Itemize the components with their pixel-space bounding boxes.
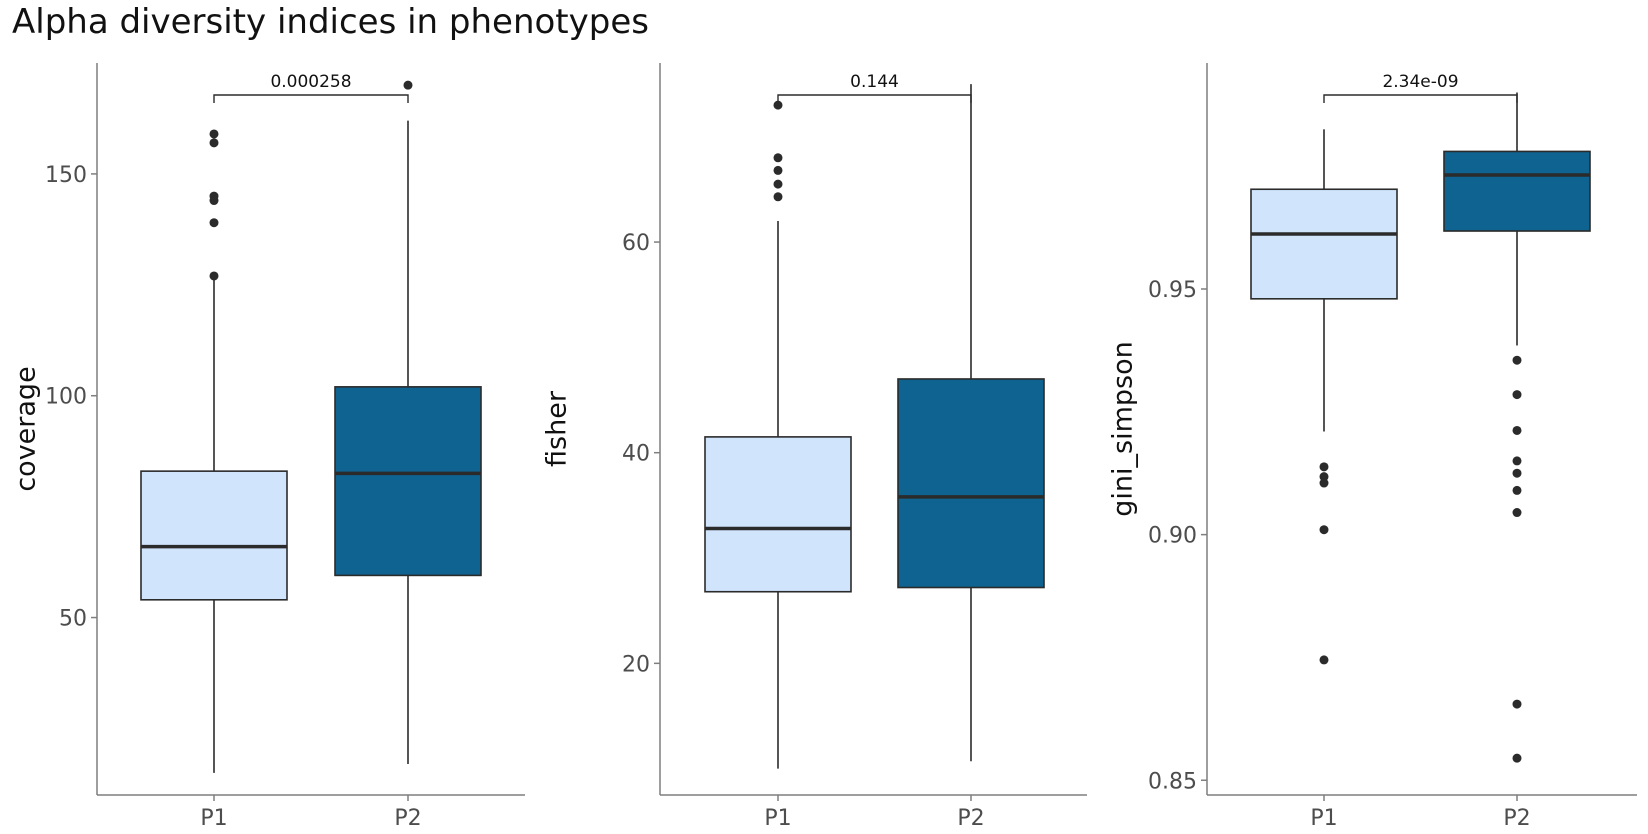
outlier-point bbox=[209, 196, 219, 206]
outlier-point bbox=[1319, 478, 1329, 488]
y-axis-title: fisher bbox=[542, 390, 573, 467]
x-tick-label: P1 bbox=[764, 806, 791, 831]
p-value-label: 0.144 bbox=[850, 72, 899, 92]
box-P1 bbox=[704, 100, 852, 769]
x-tick-label: P1 bbox=[200, 806, 227, 831]
y-tick-label: 50 bbox=[59, 607, 87, 632]
outlier-point bbox=[1512, 508, 1522, 518]
outlier-point bbox=[1319, 472, 1329, 482]
y-axis-title: gini_simpson bbox=[1108, 341, 1139, 516]
outlier-point bbox=[1512, 753, 1522, 763]
iqr-box bbox=[334, 386, 482, 577]
x-tick-label: P2 bbox=[394, 806, 421, 831]
iqr-box bbox=[140, 470, 288, 601]
outlier-point bbox=[1319, 462, 1329, 472]
box-P2 bbox=[897, 84, 1045, 762]
y-tick-label: 20 bbox=[622, 652, 650, 677]
outlier-point bbox=[403, 80, 413, 90]
y-tick-label: 0.95 bbox=[1148, 278, 1197, 303]
iqr-box bbox=[704, 436, 852, 593]
outlier-point bbox=[209, 129, 219, 139]
outlier-point bbox=[209, 138, 219, 148]
outlier-point bbox=[1512, 468, 1522, 478]
outlier-point bbox=[1512, 425, 1522, 435]
x-tick-label: P1 bbox=[1310, 806, 1337, 831]
box-P1 bbox=[1250, 129, 1398, 665]
y-tick-label: 60 bbox=[622, 231, 650, 256]
outlier-point bbox=[1319, 525, 1329, 535]
x-tick-label: P2 bbox=[957, 806, 984, 831]
box-P2 bbox=[334, 80, 482, 764]
outlier-point bbox=[209, 271, 219, 281]
outlier-point bbox=[1319, 655, 1329, 665]
outlier-point bbox=[1512, 355, 1522, 365]
outlier-point bbox=[773, 179, 783, 189]
figure-title: Alpha diversity indices in phenotypes bbox=[12, 2, 649, 42]
outlier-point bbox=[773, 153, 783, 163]
outlier-point bbox=[1512, 456, 1522, 466]
iqr-box bbox=[1250, 188, 1398, 300]
p-value-label: 2.34e-09 bbox=[1382, 72, 1458, 92]
outlier-point bbox=[773, 165, 783, 175]
significance-bracket bbox=[777, 94, 972, 103]
iqr-box bbox=[897, 378, 1045, 589]
x-tick-label: P2 bbox=[1503, 806, 1530, 831]
p-value-label: 0.000258 bbox=[270, 72, 351, 92]
outlier-point bbox=[773, 192, 783, 202]
outlier-point bbox=[209, 218, 219, 228]
iqr-box bbox=[1443, 150, 1591, 232]
panel-gini_simpson: 0.85 0.90 0.95 P1 P2 gini_simpson 2.34e-09 bbox=[1108, 63, 1637, 831]
panel-fisher: 20 40 60 P1 P2 fisher 0.144 bbox=[542, 63, 1087, 831]
outlier-point bbox=[1512, 390, 1522, 400]
significance-bracket bbox=[1323, 94, 1518, 103]
panels: 50 100 150 P1 P2 coverage 0.000258 20 40 60 P1 P2 fi… bbox=[11, 63, 1637, 831]
y-tick-label: 0.90 bbox=[1148, 524, 1197, 549]
box-P2 bbox=[1443, 92, 1591, 763]
y-tick-label: 0.85 bbox=[1148, 769, 1197, 794]
outlier-point bbox=[1512, 699, 1522, 709]
y-tick-label: 100 bbox=[45, 385, 87, 410]
box-P1 bbox=[140, 129, 288, 773]
panel-coverage: 50 100 150 P1 P2 coverage 0.000258 bbox=[11, 63, 525, 831]
y-axis-title: coverage bbox=[11, 366, 42, 491]
y-tick-label: 150 bbox=[45, 163, 87, 188]
outlier-point bbox=[773, 100, 783, 110]
outlier-point bbox=[1512, 485, 1522, 495]
y-tick-label: 40 bbox=[622, 442, 650, 467]
significance-bracket bbox=[213, 94, 409, 103]
